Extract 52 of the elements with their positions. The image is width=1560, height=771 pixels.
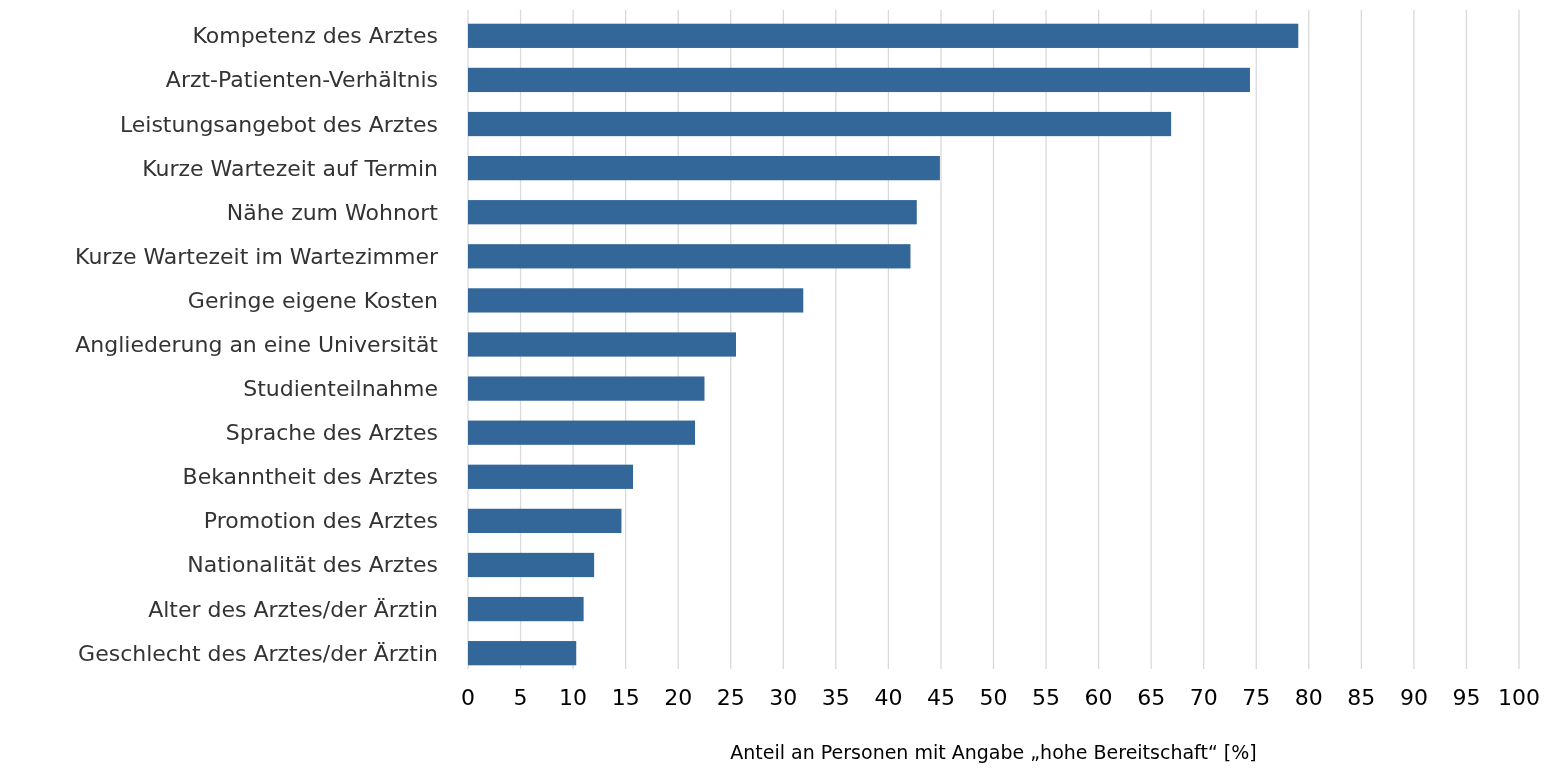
y-tick-label: Angliederung an eine Universität: [75, 332, 439, 357]
x-tick-label: 100: [1498, 685, 1540, 710]
x-tick-label: 45: [926, 685, 955, 710]
y-tick-label: Kompetenz des Arztes: [192, 23, 438, 49]
x-tick-label: 65: [1137, 685, 1166, 710]
y-tick-label: Studienteilnahme: [243, 376, 438, 402]
y-tick-label: Geringe eigene Kosten: [187, 287, 438, 313]
x-tick-label: 30: [769, 685, 798, 710]
bar: [468, 376, 705, 401]
y-tick-label: Nationalität des Arztes: [187, 552, 438, 578]
y-tick-label: Leistungsangebot des Arztes: [119, 111, 438, 137]
x-tick-label: 20: [664, 685, 693, 710]
bar: [468, 288, 804, 313]
bar: [468, 332, 737, 357]
y-tick-label: Kurze Wartezeit auf Termin: [142, 155, 438, 181]
bar: [468, 67, 1250, 93]
y-tick-label: Alter des Arztes/der Ärztin: [148, 596, 438, 622]
x-tick-label: 60: [1084, 685, 1113, 710]
y-tick-label: Bekanntheit des Arztes: [182, 464, 438, 490]
x-tick-label: 35: [821, 685, 850, 710]
y-tick-label: Arzt-Patienten-Verhältnis: [165, 67, 438, 93]
y-tick-label: Promotion des Arztes: [203, 508, 438, 534]
bar: [468, 155, 940, 181]
y-tick-label: Kurze Wartezeit im Wartezimmer: [75, 243, 439, 269]
x-tick-label: 55: [1032, 685, 1061, 710]
bar: [468, 420, 696, 445]
x-tick-label: 40: [874, 685, 903, 710]
x-tick-label: 15: [611, 685, 640, 710]
bar: [468, 508, 622, 534]
bar: [468, 464, 634, 489]
bar: [468, 596, 584, 622]
bar: [468, 552, 595, 578]
bar: [468, 641, 577, 666]
bar: [468, 200, 917, 225]
x-axis-title: Anteil an Personen mit Angabe „hohe Bereitschaft“ [%]: [730, 741, 1257, 763]
x-tick-label: 90: [1399, 685, 1428, 710]
y-tick-label: Geschlecht des Arztes/der Ärztin: [78, 640, 438, 666]
bar: [468, 23, 1299, 48]
x-tick-label: 70: [1189, 685, 1218, 710]
x-tick-label: 5: [513, 685, 528, 710]
y-tick-label: Nähe zum Wohnort: [226, 199, 439, 225]
x-tick-label: 75: [1242, 685, 1271, 710]
x-tick-label: 0: [461, 685, 475, 710]
x-tick-label: 95: [1452, 685, 1481, 710]
x-tick-label: 85: [1347, 685, 1376, 710]
bar: [468, 244, 911, 269]
x-tick-label: 25: [716, 685, 745, 710]
x-tick-label: 80: [1294, 685, 1323, 710]
x-tick-label: 10: [559, 685, 588, 710]
x-tick-label: 50: [979, 685, 1008, 710]
bar: [468, 111, 1172, 137]
y-tick-label: Sprache des Arztes: [225, 420, 438, 446]
